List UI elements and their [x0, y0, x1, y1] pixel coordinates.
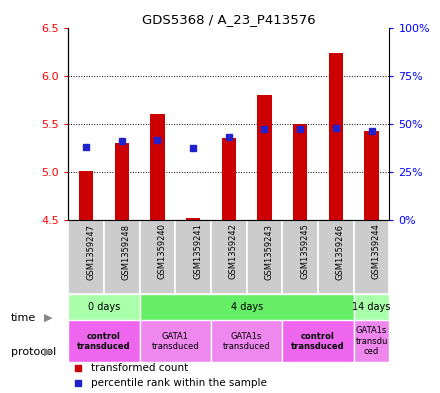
Bar	[68, 320, 139, 362]
Bar	[247, 220, 282, 294]
Text: GSM1359240: GSM1359240	[158, 224, 166, 279]
Text: GSM1359242: GSM1359242	[229, 224, 238, 279]
Text: ▶: ▶	[44, 347, 52, 357]
Bar	[211, 320, 282, 362]
Bar	[79, 171, 93, 220]
Bar	[114, 143, 129, 220]
Bar	[150, 114, 165, 220]
Text: time: time	[11, 312, 36, 323]
Bar	[139, 294, 354, 320]
Bar	[139, 320, 211, 362]
Bar	[175, 220, 211, 294]
Text: percentile rank within the sample: percentile rank within the sample	[91, 378, 267, 388]
Bar	[354, 220, 389, 294]
Text: 14 days: 14 days	[352, 302, 391, 312]
Text: GSM1359247: GSM1359247	[86, 224, 95, 279]
Bar	[104, 220, 139, 294]
Bar	[139, 220, 175, 294]
Bar	[282, 320, 354, 362]
Text: 4 days: 4 days	[231, 302, 263, 312]
Bar	[318, 220, 354, 294]
Text: GSM1359246: GSM1359246	[336, 224, 345, 279]
Text: GATA1
transduced: GATA1 transduced	[151, 332, 199, 351]
Text: control
transduced: control transduced	[291, 332, 345, 351]
Bar	[354, 320, 389, 362]
Text: transformed count: transformed count	[91, 363, 188, 373]
Bar	[354, 294, 389, 320]
Bar	[364, 131, 379, 220]
Bar	[68, 220, 104, 294]
Bar	[257, 95, 271, 220]
Text: GATA1s
transdu
ced: GATA1s transdu ced	[356, 327, 388, 356]
Title: GDS5368 / A_23_P413576: GDS5368 / A_23_P413576	[142, 13, 315, 26]
Text: GSM1359244: GSM1359244	[371, 224, 381, 279]
Bar	[329, 53, 343, 220]
Text: 0 days: 0 days	[88, 302, 120, 312]
Text: GSM1359241: GSM1359241	[193, 224, 202, 279]
Bar	[222, 138, 236, 220]
Text: GSM1359245: GSM1359245	[300, 224, 309, 279]
Bar	[186, 218, 200, 220]
Text: ▶: ▶	[44, 312, 52, 323]
Bar	[211, 220, 247, 294]
Bar	[293, 124, 307, 220]
Bar	[68, 294, 139, 320]
Bar	[282, 220, 318, 294]
Text: control
transduced: control transduced	[77, 332, 131, 351]
Text: protocol: protocol	[11, 347, 56, 357]
Text: GATA1s
transduced: GATA1s transduced	[223, 332, 271, 351]
Text: GSM1359248: GSM1359248	[122, 224, 131, 279]
Text: GSM1359243: GSM1359243	[264, 224, 274, 279]
